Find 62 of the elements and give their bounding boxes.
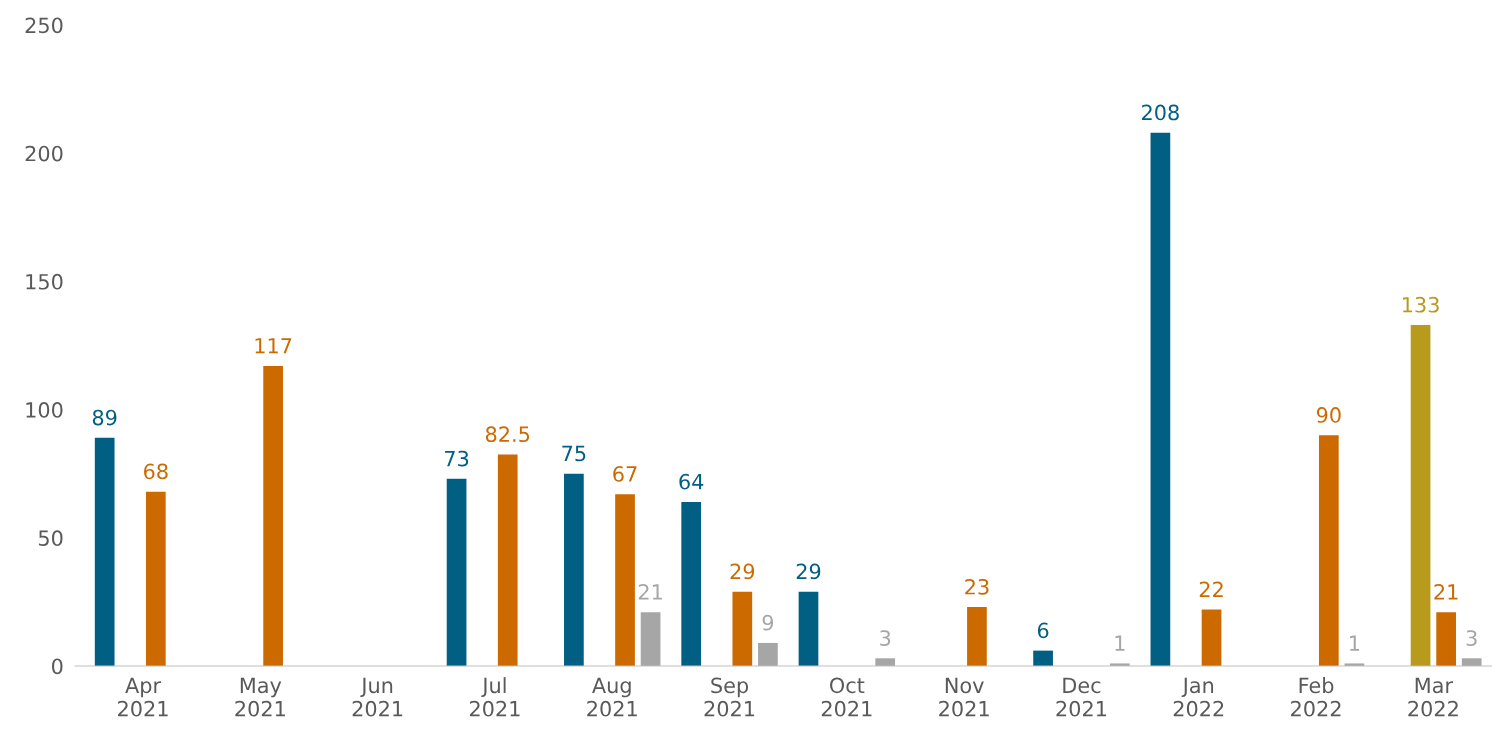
bar [1410,324,1431,666]
x-tick-label: Nov 2021 [939,677,989,717]
bar [1033,650,1053,666]
data-label: 29 [796,563,821,580]
bar [1436,612,1456,666]
y-tick-label: 200 [25,145,63,162]
x-tick-label: Jun 2021 [352,677,403,717]
data-label: 3 [1466,630,1477,646]
data-label: 67 [613,466,637,482]
bar [1318,435,1339,666]
data-label: 68 [144,463,168,480]
y-tick-label: 50 [38,530,63,547]
y-tick-label: 100 [26,402,63,418]
bar [798,591,819,666]
x-tick-label: Oct 2021 [821,677,872,717]
data-label: 73 [445,450,469,467]
data-label: 89 [92,409,117,426]
y-tick-label: 0 [52,658,63,675]
x-tick-label: Aug 2021 [587,677,637,717]
bar [446,478,467,666]
bar [732,591,753,666]
data-label: 23 [965,578,989,595]
y-tick-label: 250 [25,17,63,34]
bar [1201,609,1222,666]
data-label: 82.5 [485,426,530,443]
data-label: 9 [762,614,774,631]
data-label: 208 [1142,104,1179,121]
bar [564,473,584,666]
data-label: 64 [679,473,704,490]
bar [1461,658,1482,666]
bar [94,437,115,666]
bar [758,642,778,666]
bar [263,366,283,666]
bar [875,658,896,666]
x-tick-label: Jul 2021 [469,677,520,717]
bar [615,494,635,666]
x-tick-label: Sep 2021 [704,677,755,717]
data-label: 90 [1316,407,1341,423]
bar [681,501,702,666]
data-label: 6 [1037,622,1049,639]
x-tick-label: Jan 2022 [1173,677,1224,717]
y-tick-label: 150 [26,273,63,290]
data-label: 22 [1199,581,1223,597]
bar [145,491,166,666]
data-label: 117 [255,338,292,354]
bar [967,607,987,666]
bar [640,612,661,666]
x-tick-label: Feb 2022 [1291,677,1341,717]
bar [1150,132,1171,666]
data-label: 75 [562,445,586,462]
data-label: 21 [1434,584,1458,600]
x-tick-label: Apr 2021 [118,677,168,717]
bar [497,454,518,666]
x-tick-label: Mar 2022 [1408,677,1458,717]
data-label: 133 [1402,296,1439,313]
x-tick-label: Dec 2021 [1056,677,1107,717]
data-label: 1 [1115,635,1125,651]
data-label: 21 [638,584,662,600]
x-tick-label: May 2021 [235,677,285,717]
data-label: 29 [730,563,755,580]
data-label: 3 [880,630,891,646]
data-label: 1 [1350,635,1360,651]
